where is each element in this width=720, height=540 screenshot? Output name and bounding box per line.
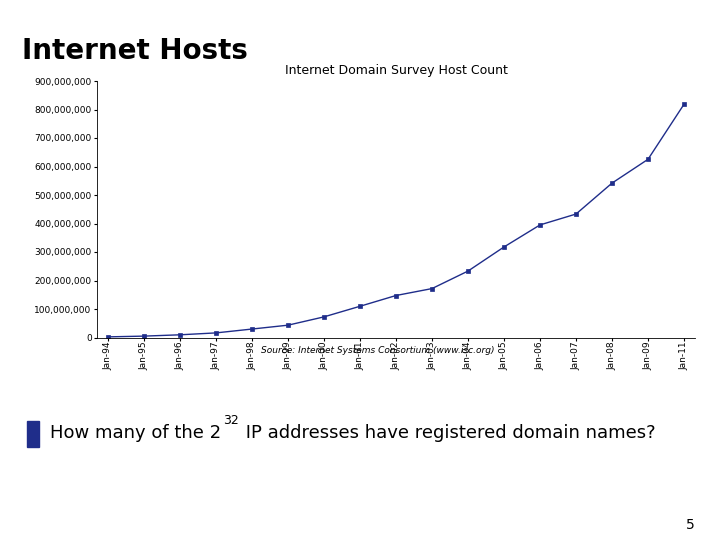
Title: Internet Domain Survey Host Count: Internet Domain Survey Host Count	[284, 64, 508, 77]
Text: 5: 5	[686, 518, 695, 532]
Text: How many of the 2: How many of the 2	[50, 424, 222, 442]
Text: Source: Internet Systems Consortium (www.isc.org): Source: Internet Systems Consortium (www…	[261, 346, 495, 355]
Text: IP addresses have registered domain names?: IP addresses have registered domain name…	[240, 424, 656, 442]
Text: Internet Hosts: Internet Hosts	[22, 37, 248, 65]
Bar	[27, 421, 40, 447]
Text: 32: 32	[223, 414, 238, 427]
Text: Carnegie Mellon: Carnegie Mellon	[598, 7, 702, 18]
